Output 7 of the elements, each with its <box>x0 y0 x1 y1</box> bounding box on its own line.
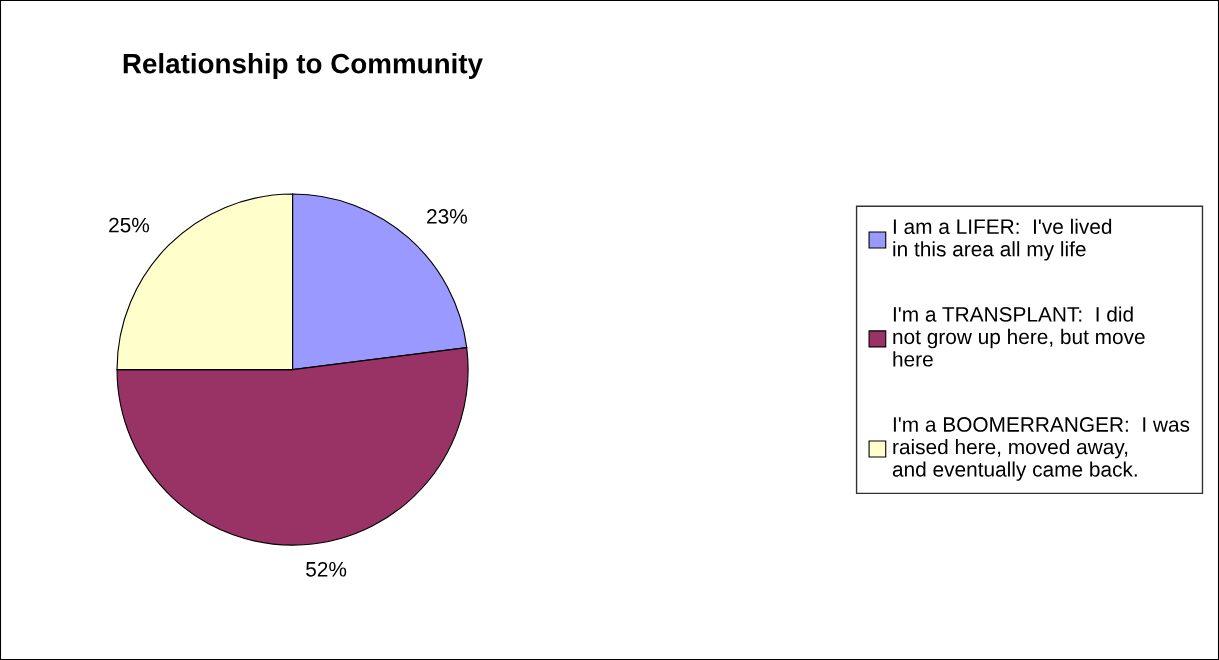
legend-label: I'm a TRANSPLANT: I did not grow up here, but move here <box>893 306 1145 367</box>
data-label: 23% <box>427 209 468 224</box>
data-label: 52% <box>306 561 347 577</box>
chart-title: Relationship to Community <box>123 53 483 79</box>
legend-label: I'm a BOOMERRANGER: I was raised here, moved away, and eventually came back. <box>892 417 1190 481</box>
data-label: 25% <box>109 217 150 233</box>
legend-label: I am a LIFER: I've lived in this area all my life <box>893 218 1112 261</box>
